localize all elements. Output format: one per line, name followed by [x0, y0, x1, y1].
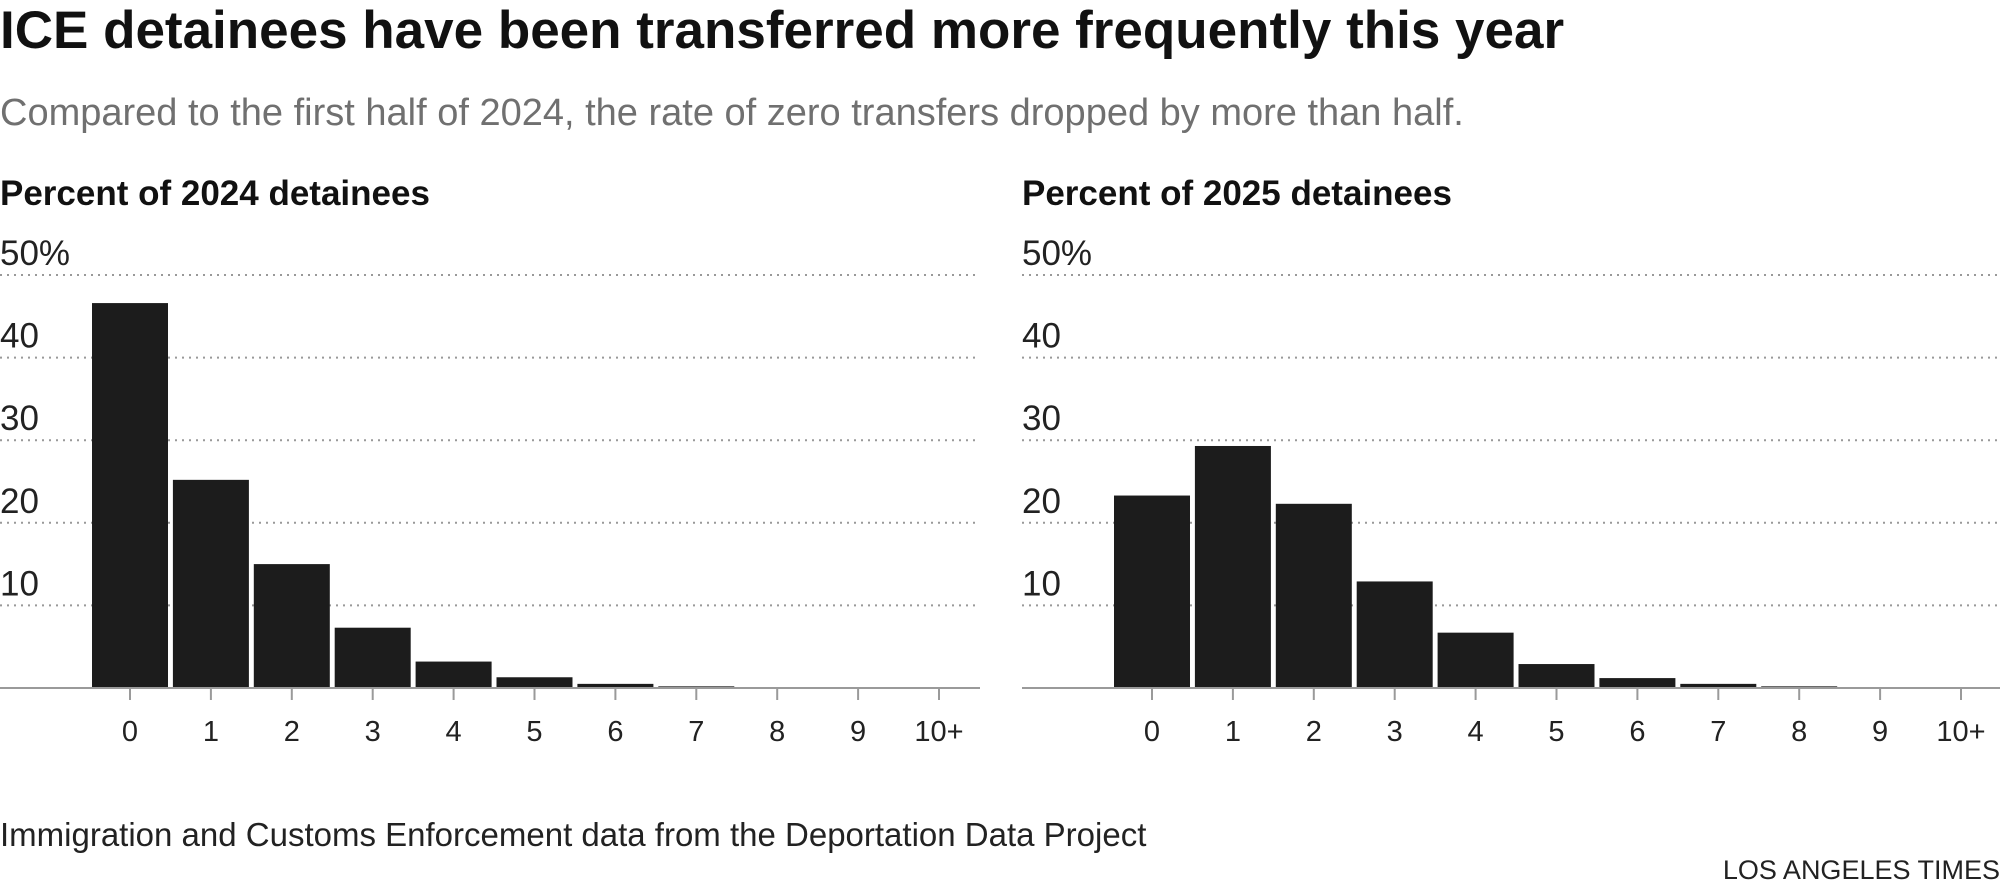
x-tick-label: 5	[1548, 716, 1564, 748]
y-tick-label: 40	[0, 317, 39, 356]
y-tick-label: 30	[0, 399, 39, 438]
panel-title-2025: Percent of 2025 detainees	[1022, 174, 1452, 213]
bar	[1437, 632, 1514, 688]
x-tick-label: 4	[446, 716, 462, 748]
x-tick-label: 9	[850, 716, 866, 748]
bar	[334, 627, 411, 688]
x-tick-label: 10+	[1936, 716, 1985, 748]
bar	[172, 479, 249, 688]
source-note: Immigration and Customs Enforcement data…	[0, 816, 1147, 853]
chart-title: ICE detainees have been transferred more…	[0, 1, 1565, 60]
x-tick-label: 2	[1306, 716, 1322, 748]
x-tick-label: 6	[607, 716, 623, 748]
y-tick-label: 10	[0, 564, 39, 603]
x-tick-label: 8	[769, 716, 785, 748]
x-tick-label: 10+	[914, 716, 963, 748]
x-tick-label: 7	[688, 716, 704, 748]
x-tick-label: 3	[1387, 716, 1403, 748]
y-tick-label: 20	[0, 482, 39, 521]
y-tick-label: 10	[1022, 564, 1061, 603]
bar	[1275, 503, 1352, 688]
y-tick-label: 50%	[0, 234, 70, 273]
x-tick-label: 1	[203, 716, 219, 748]
bar	[1194, 445, 1271, 688]
bar	[1356, 581, 1433, 688]
bar	[415, 661, 492, 688]
credit-label: LOS ANGELES TIMES	[1722, 855, 2000, 885]
y-tick-label: 30	[1022, 399, 1061, 438]
y-tick-label: 20	[1022, 482, 1061, 521]
bar	[1114, 495, 1190, 688]
x-tick-label: 1	[1225, 716, 1241, 748]
bar	[253, 564, 330, 688]
chart-2025: 50% 40 30 20 10 0 1 2 3 4 5 6 7 8 9 10+	[1022, 234, 2000, 748]
x-tick-label: 6	[1629, 716, 1645, 748]
y-tick-label: 50%	[1022, 234, 1092, 273]
y-tick-label: 40	[1022, 317, 1061, 356]
x-tick-label: 8	[1791, 716, 1807, 748]
x-tick-label: 2	[284, 716, 300, 748]
chart-2024: 50% 40 30 20 10 0 1 2 3 4 5 6 7 8 9 10+	[0, 234, 980, 748]
bar	[92, 303, 168, 688]
x-tick-label: 9	[1872, 716, 1888, 748]
x-tick-label: 0	[122, 716, 138, 748]
x-tick-label: 7	[1710, 716, 1726, 748]
bar	[1599, 678, 1676, 688]
x-tick-label: 4	[1468, 716, 1484, 748]
bar	[496, 677, 573, 688]
x-tick-label: 0	[1144, 716, 1160, 748]
panel-title-2024: Percent of 2024 detainees	[0, 174, 430, 213]
bar	[1518, 664, 1595, 688]
bar	[577, 683, 654, 688]
x-tick-label: 5	[526, 716, 542, 748]
chart-subtitle: Compared to the first half of 2024, the …	[0, 92, 1464, 134]
bar	[1680, 683, 1757, 688]
x-tick-label: 3	[365, 716, 381, 748]
